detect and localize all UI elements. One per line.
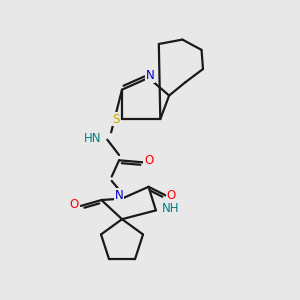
Text: N: N: [115, 188, 124, 202]
Text: N: N: [146, 69, 154, 82]
Text: NH: NH: [162, 202, 180, 215]
Text: S: S: [112, 112, 119, 126]
Text: O: O: [70, 198, 79, 211]
Text: HN: HN: [84, 132, 101, 145]
Text: O: O: [167, 189, 176, 202]
Text: O: O: [144, 154, 153, 167]
